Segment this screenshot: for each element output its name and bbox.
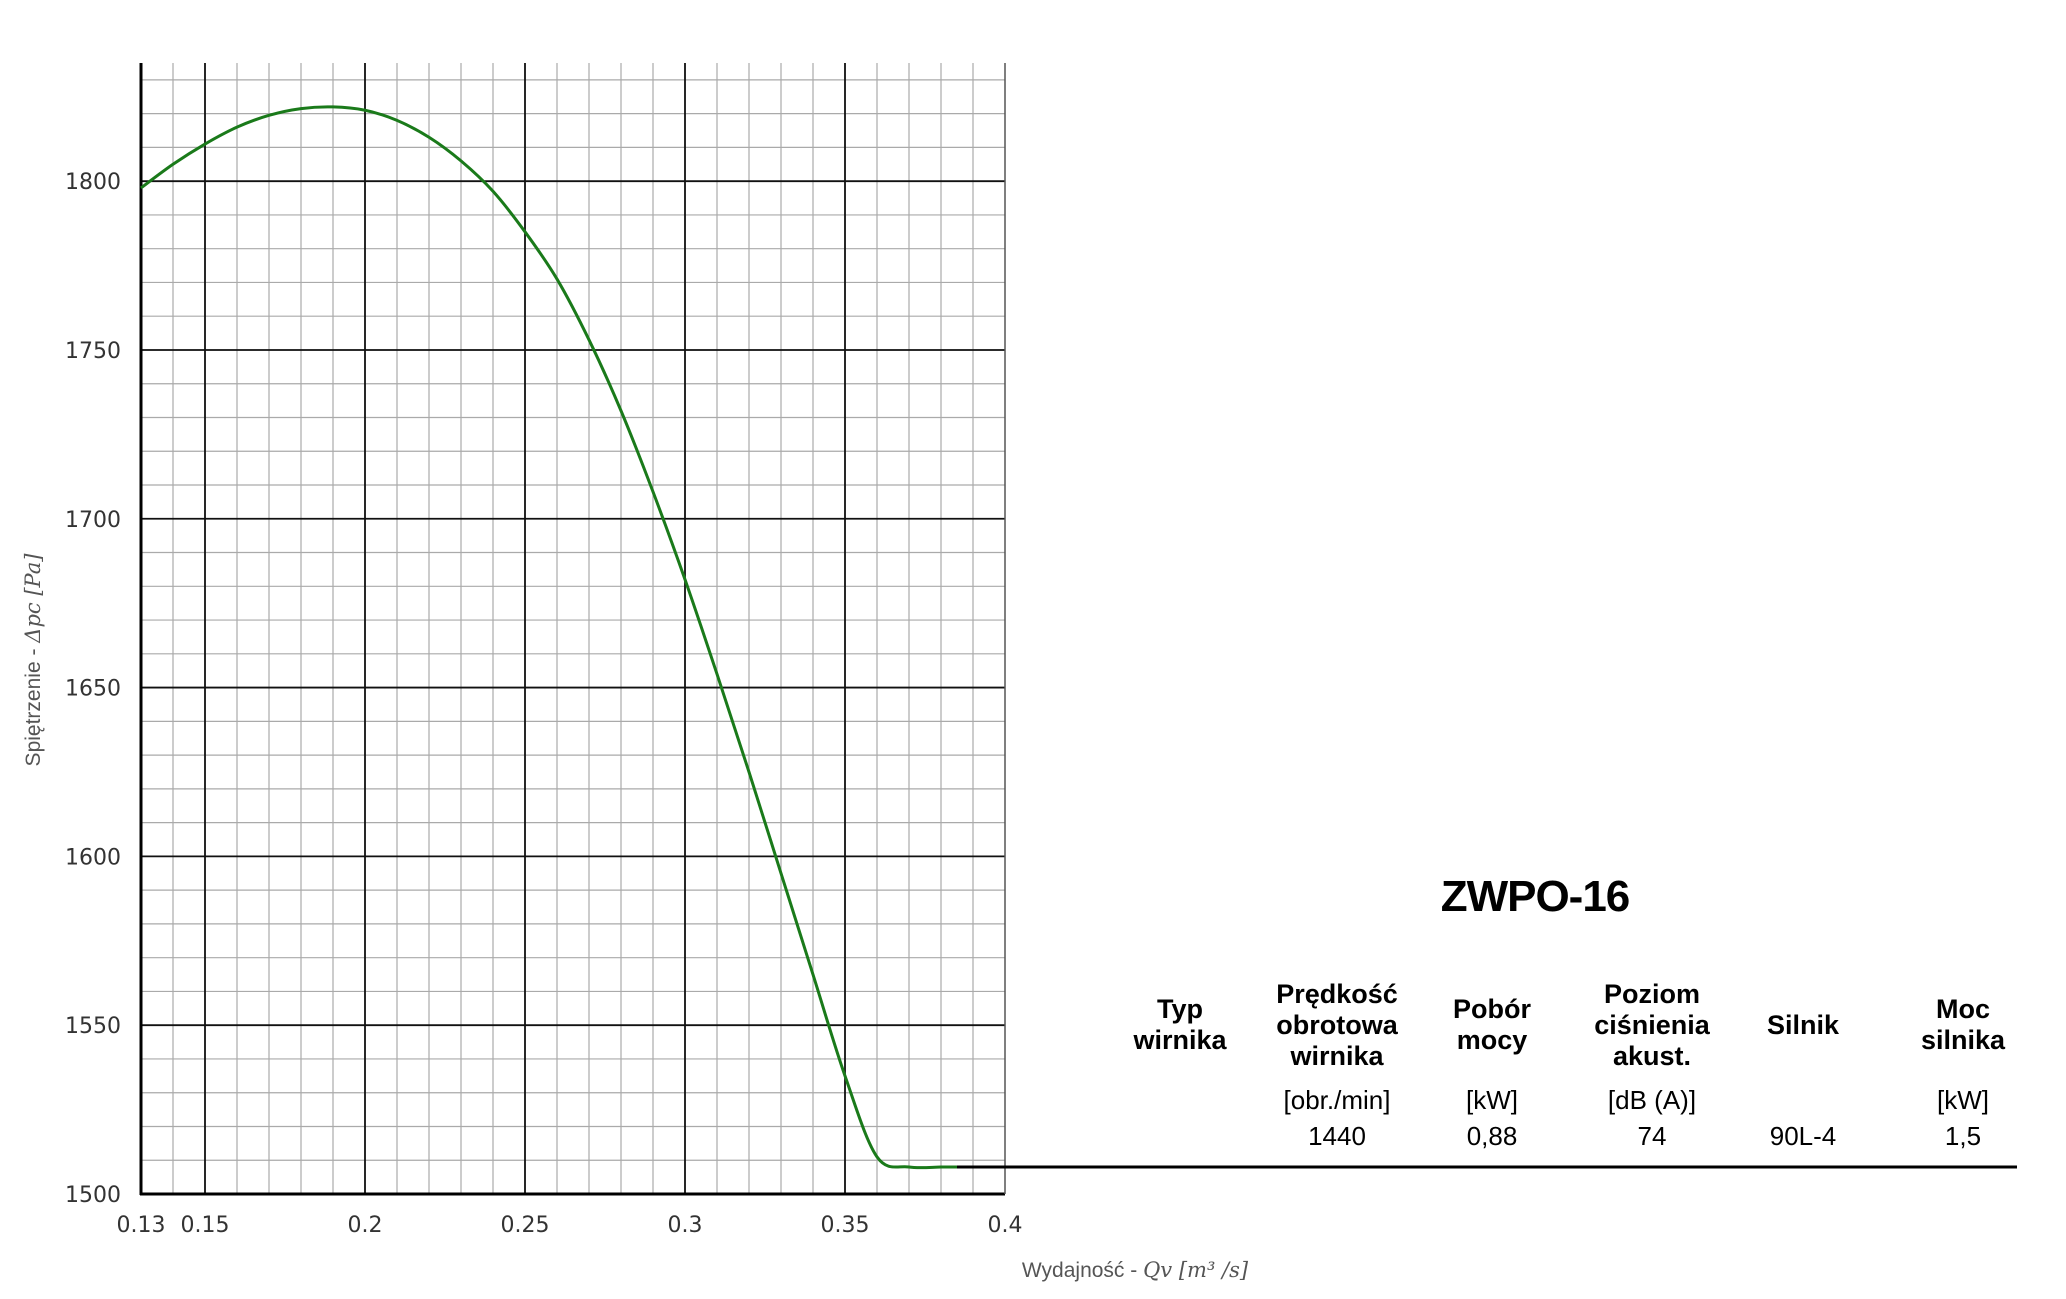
spec-unit: [dB (A)] bbox=[1607, 1085, 1697, 1115]
spec-header-line: akust. bbox=[1612, 1040, 1692, 1071]
x-tick-label: 0.15 bbox=[181, 1213, 230, 1238]
y-tick-label: 1800 bbox=[65, 170, 121, 195]
spec-value: 1,5 bbox=[1944, 1121, 1982, 1151]
spec-unit: [obr./min] bbox=[1283, 1085, 1391, 1115]
y-tick-label: 1550 bbox=[65, 1014, 121, 1039]
y-tick-label: 1500 bbox=[65, 1183, 121, 1208]
spec-header-line: Prędkość bbox=[1276, 978, 1398, 1009]
spec-header-line: Poziom bbox=[1603, 978, 1700, 1009]
x-axis-title-math: Qv [m³ /s] bbox=[1143, 1258, 1249, 1282]
spec-value: 1440 bbox=[1308, 1121, 1366, 1151]
spec-value: 90L-4 bbox=[1769, 1121, 1837, 1151]
y-tick-labels: 1500 1550 1600 1650 1700 1750 1800 bbox=[65, 170, 121, 1208]
x-tick-label: 0.13 bbox=[117, 1213, 166, 1238]
y-tick-label: 1750 bbox=[65, 339, 121, 364]
axes bbox=[139, 63, 1006, 1196]
y-axis-title-math: Δpc [Pa] bbox=[21, 553, 45, 644]
x-tick-label: 0.4 bbox=[988, 1213, 1023, 1238]
y-tick-label: 1650 bbox=[65, 677, 121, 702]
y-tick-label: 1700 bbox=[65, 508, 121, 533]
series-layer bbox=[140, 105, 2017, 1170]
x-axis-title-text: Wydajność - bbox=[1022, 1259, 1143, 1282]
spec-header-line: mocy bbox=[1456, 1025, 1528, 1055]
x-tick-label: 0.25 bbox=[501, 1213, 550, 1238]
y-tick-label: 1600 bbox=[65, 845, 121, 870]
y-axis-title-text: Spiętrzenie - bbox=[22, 643, 45, 767]
major-grid bbox=[141, 63, 1005, 1194]
spec-header-line: ciśnienia bbox=[1594, 1009, 1710, 1040]
spec-header-line: Silnik bbox=[1766, 1009, 1840, 1040]
spec-header-line: Pobór bbox=[1453, 994, 1531, 1024]
spec-column-header: Typ wirnika bbox=[1095, 975, 1265, 1075]
spec-column-header: Pobór mocy bbox=[1407, 975, 1577, 1075]
x-tick-label: 0.3 bbox=[668, 1213, 703, 1238]
spec-header-line: Moc bbox=[1936, 994, 1990, 1024]
fan-curve-line bbox=[140, 105, 957, 1170]
x-tick-label: 0.2 bbox=[348, 1213, 383, 1238]
spec-header-line: wirnika bbox=[1133, 1025, 1227, 1055]
model-title: ZWPO-16 bbox=[1440, 872, 1631, 921]
spec-column-header: Silnik bbox=[1718, 975, 1888, 1075]
spec-value: 0,88 bbox=[1466, 1121, 1518, 1151]
spec-header-line: obrotowa bbox=[1276, 1009, 1398, 1040]
spec-unit: [kW] bbox=[1937, 1085, 1989, 1115]
spec-value: 74 bbox=[1637, 1121, 1667, 1151]
spec-column-header: Poziom ciśnienia akust. bbox=[1567, 975, 1737, 1075]
spec-header-line: wirnika bbox=[1290, 1040, 1384, 1071]
spec-column-header: Moc silnika bbox=[1878, 975, 2048, 1075]
y-axis-title: Spiętrzenie - Δpc [Pa] bbox=[21, 553, 45, 767]
spec-header-line: silnika bbox=[1920, 1025, 2006, 1055]
spec-column-header: Prędkość obrotowa wirnika bbox=[1252, 975, 1422, 1075]
spec-header-line: Typ bbox=[1157, 994, 1203, 1024]
spec-unit: [kW] bbox=[1466, 1085, 1518, 1115]
x-tick-label: 0.35 bbox=[821, 1213, 870, 1238]
x-axis-title: Wydajność - Qv [m³ /s] bbox=[1022, 1258, 1249, 1282]
x-tick-labels: 0.13 0.15 0.2 0.25 0.3 0.35 0.4 bbox=[117, 1213, 1023, 1238]
